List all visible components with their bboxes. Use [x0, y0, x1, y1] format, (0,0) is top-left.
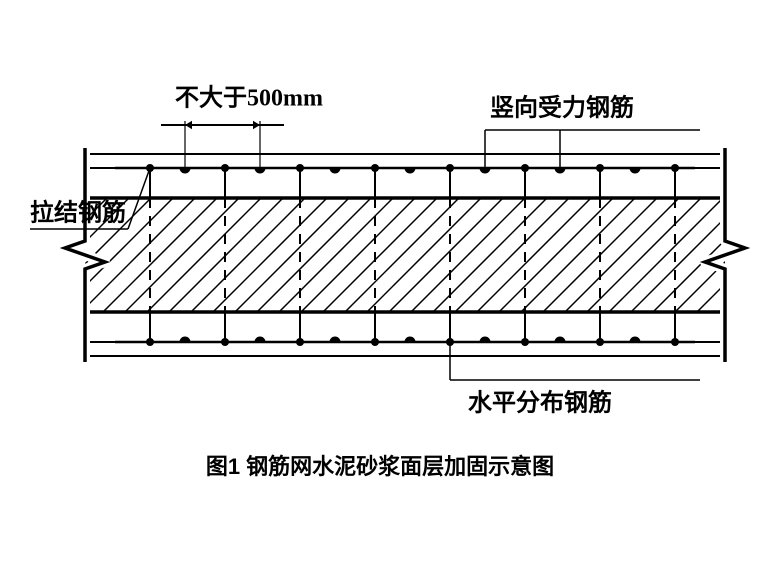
tie-rebar-label: 拉结钢筋: [30, 199, 126, 227]
horizontal-rebar-label: 水平分布钢筋: [468, 389, 612, 417]
figure-caption: 图1 钢筋网水泥砂浆面层加固示意图: [206, 454, 554, 479]
spacing-note-label: 不大于500mm: [175, 85, 323, 112]
reinforcement-diagram: 不大于500mm 竖向受力钢筋拉结钢筋水平分布钢筋图1 钢筋网水泥砂浆面层加固示意…: [0, 0, 760, 567]
vertical-rebar-label: 竖向受力钢筋: [490, 94, 634, 122]
